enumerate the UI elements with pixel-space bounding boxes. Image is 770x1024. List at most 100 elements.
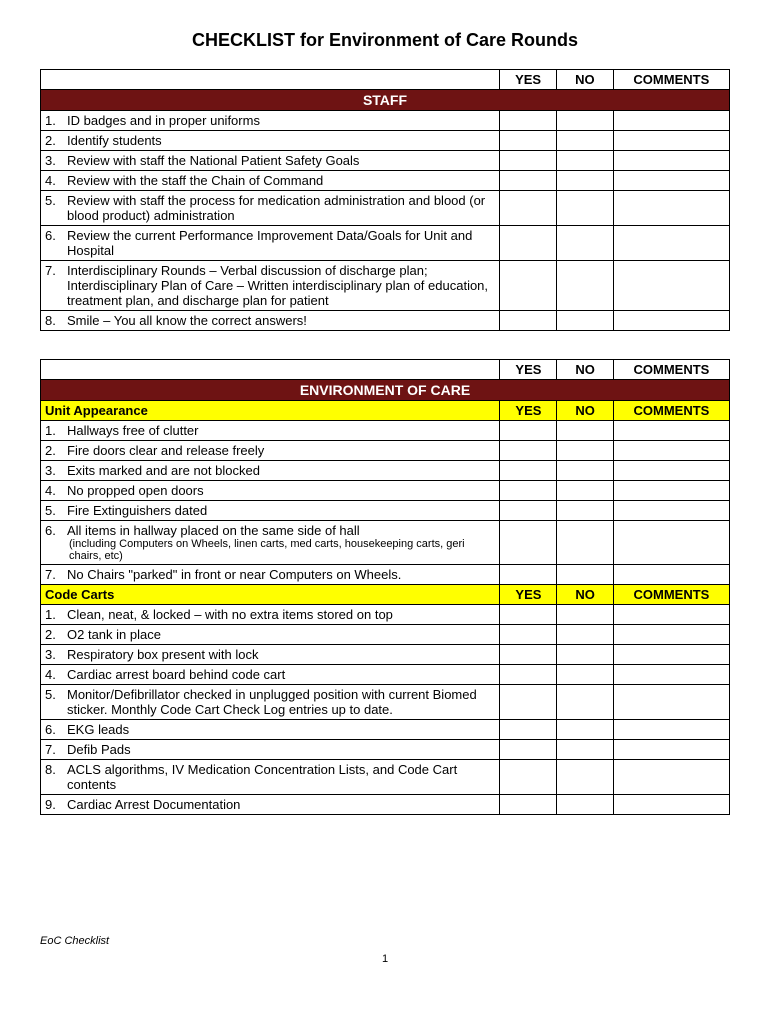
no-cell[interactable] [557,521,613,565]
checklist-item-row: 8.Smile – You all know the correct answe… [41,311,730,331]
no-cell[interactable] [557,226,614,261]
comments-cell[interactable] [613,795,729,815]
comments-cell[interactable] [613,565,729,585]
item-text-cell: 6.EKG leads [41,720,500,740]
no-cell[interactable] [557,441,613,461]
comments-cell[interactable] [613,421,729,441]
item-text-cell: 4.Cardiac arrest board behind code cart [41,665,500,685]
comments-cell[interactable] [613,111,729,131]
no-cell[interactable] [557,795,613,815]
comments-cell[interactable] [613,740,729,760]
comments-cell[interactable] [613,760,729,795]
yes-cell[interactable] [500,311,557,331]
yes-cell[interactable] [500,740,557,760]
no-cell[interactable] [557,645,613,665]
yes-cell[interactable] [500,191,557,226]
comments-cell[interactable] [613,131,729,151]
comments-cell[interactable] [613,191,729,226]
no-cell[interactable] [557,685,613,720]
yes-cell[interactable] [500,111,557,131]
comments-cell[interactable] [613,501,729,521]
yes-cell[interactable] [500,760,557,795]
item-text: Identify students [67,133,495,148]
comments-cell[interactable] [613,481,729,501]
comments-cell[interactable] [613,261,729,311]
no-cell[interactable] [557,421,613,441]
no-cell[interactable] [557,131,614,151]
yes-cell[interactable] [500,521,557,565]
yes-cell[interactable] [500,625,557,645]
no-cell[interactable] [557,605,613,625]
no-cell[interactable] [557,665,613,685]
comments-cell[interactable] [613,441,729,461]
item-text-cell: 8.Smile – You all know the correct answe… [41,311,500,331]
comments-cell[interactable] [613,521,729,565]
comments-cell[interactable] [613,720,729,740]
no-cell[interactable] [557,720,613,740]
no-cell[interactable] [557,171,614,191]
item-text-cell: 6.All items in hallway placed on the sam… [41,521,500,565]
yes-cell[interactable] [500,171,557,191]
comments-cell[interactable] [613,171,729,191]
yes-cell[interactable] [500,461,557,481]
item-text: ACLS algorithms, IV Medication Concentra… [67,762,495,792]
item-text: Interdisciplinary Rounds – Verbal discus… [67,263,495,308]
no-cell[interactable] [557,481,613,501]
yes-cell[interactable] [500,131,557,151]
checklist-item-row: 6.EKG leads [41,720,730,740]
yes-cell[interactable] [500,501,557,521]
yes-cell[interactable] [500,261,557,311]
yes-cell[interactable] [500,565,557,585]
yes-cell[interactable] [500,481,557,501]
no-cell[interactable] [557,311,614,331]
yes-cell[interactable] [500,605,557,625]
yes-cell[interactable] [500,441,557,461]
col-no: NO [557,360,613,380]
col-comments: COMMENTS [613,585,729,605]
footer-label: EoC Checklist [40,935,109,947]
comments-cell[interactable] [613,226,729,261]
no-cell[interactable] [557,461,613,481]
comments-cell[interactable] [613,461,729,481]
no-cell[interactable] [557,191,614,226]
yes-cell[interactable] [500,720,557,740]
no-cell[interactable] [557,261,614,311]
yes-cell[interactable] [500,665,557,685]
yes-cell[interactable] [500,421,557,441]
no-cell[interactable] [557,740,613,760]
item-text-cell: 9.Cardiac Arrest Documentation [41,795,500,815]
column-header-row: YESNOCOMMENTS [41,360,730,380]
no-cell[interactable] [557,565,613,585]
no-cell[interactable] [557,625,613,645]
item-text: Review with the staff the Chain of Comma… [67,173,495,188]
item-number: 3. [45,647,67,662]
no-cell[interactable] [557,151,614,171]
comments-cell[interactable] [613,685,729,720]
checklist-item-row: 7.Defib Pads [41,740,730,760]
item-text: Cardiac arrest board behind code cart [67,667,495,682]
item-number: 4. [45,667,67,682]
no-cell[interactable] [557,501,613,521]
comments-cell[interactable] [613,311,729,331]
yes-cell[interactable] [500,151,557,171]
comments-cell[interactable] [613,605,729,625]
comments-cell[interactable] [613,625,729,645]
item-number: 1. [45,607,67,622]
comments-cell[interactable] [613,665,729,685]
footer: EoC Checklist 1 [40,935,730,965]
yes-cell[interactable] [500,226,557,261]
comments-cell[interactable] [613,645,729,665]
no-cell[interactable] [557,760,613,795]
no-cell[interactable] [557,111,614,131]
checklist-item-row: 5.Fire Extinguishers dated [41,501,730,521]
item-text-cell: 3.Exits marked and are not blocked [41,461,500,481]
checklist-item-row: 7.Interdisciplinary Rounds – Verbal disc… [41,261,730,311]
yes-cell[interactable] [500,685,557,720]
item-number: 1. [45,113,67,128]
yes-cell[interactable] [500,645,557,665]
checklist-item-row: 4.Cardiac arrest board behind code cart [41,665,730,685]
yes-cell[interactable] [500,795,557,815]
item-text-cell: 1.Clean, neat, & locked – with no extra … [41,605,500,625]
item-text-cell: 7.No Chairs "parked" in front or near Co… [41,565,500,585]
comments-cell[interactable] [613,151,729,171]
